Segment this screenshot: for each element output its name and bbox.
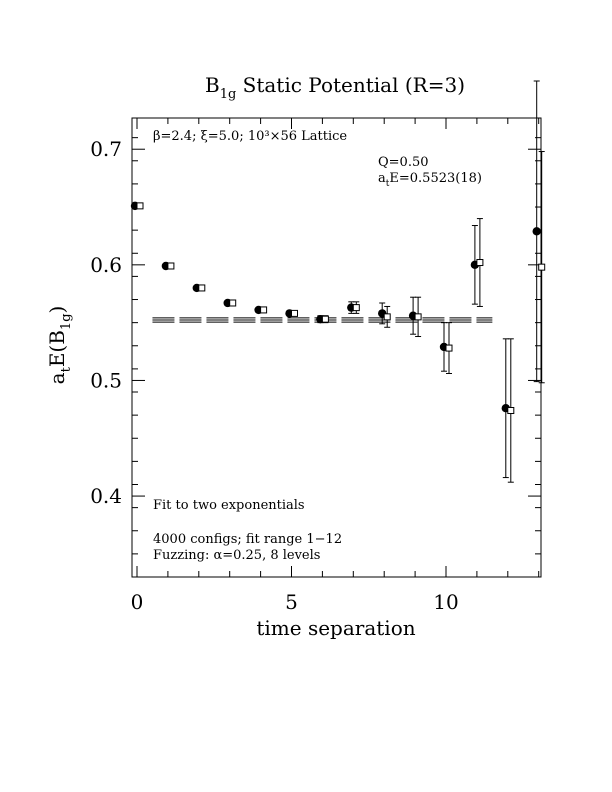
y-tick-label: 0.5 — [90, 368, 122, 392]
data-point-square — [260, 306, 268, 314]
y-axis-label-close: ) — [45, 306, 69, 314]
data-point-square — [538, 263, 546, 271]
annotation-energy: atE=0.5523(18) — [378, 171, 482, 189]
y-tick-label: 0.4 — [90, 484, 122, 508]
annotation-configs: 4000 configs; fit range 1−12 — [153, 532, 342, 547]
x-axis-label: time separation — [256, 616, 415, 640]
series-open-squares — [136, 151, 546, 483]
data-point-square — [445, 344, 453, 352]
annotation-fuzzing: Fuzzing: α=0.25, 8 levels — [153, 548, 320, 563]
data-point-square — [229, 299, 237, 307]
data-point-square — [321, 315, 329, 323]
y-axis-label-a: a — [45, 372, 69, 384]
annotation-fit-type: Fit to two exponentials — [153, 498, 305, 513]
data-point-circle — [532, 227, 541, 236]
y-axis-label-t: t — [59, 366, 74, 372]
y-axis-label-e: E(B — [45, 330, 69, 367]
annotation-lattice: β=2.4; ξ=5.0; 10³×56 Lattice — [153, 129, 347, 144]
data-point-square — [291, 309, 298, 317]
data-point-square — [414, 313, 422, 321]
y-axis-label-subscript: 1g — [59, 313, 74, 330]
data-point-square — [167, 262, 175, 270]
chart-title-main: B — [205, 73, 220, 97]
annotation-energy-t: t — [386, 179, 390, 189]
chart-title: B1g Static Potential (R=3) — [205, 73, 465, 102]
chart-title-rest: Static Potential (R=3) — [236, 73, 465, 97]
y-tick-label: 0.7 — [90, 137, 122, 161]
x-tick-label: 10 — [433, 590, 458, 614]
data-point-square — [136, 202, 144, 210]
data-point-square — [352, 304, 360, 312]
annotation-energy-rest: E=0.5523(18) — [389, 171, 482, 186]
plot-frame — [131, 117, 542, 578]
data-point-square — [198, 284, 206, 292]
annotation-q: Q=0.50 — [378, 155, 429, 170]
y-tick-label: 0.6 — [90, 253, 122, 277]
data-point-square — [476, 259, 484, 267]
axis-tick-labels: 0 5 10 0.4 0.5 0.6 0.7 — [90, 137, 459, 614]
data-series — [130, 80, 546, 483]
x-tick-label: 5 — [285, 590, 298, 614]
chart-title-subscript: 1g — [220, 87, 237, 102]
x-tick-label: 0 — [131, 590, 144, 614]
annotation-energy-a: a — [378, 171, 386, 186]
data-point-square — [507, 407, 515, 415]
data-point-square — [383, 313, 391, 321]
y-axis-label: atE(B1g) — [45, 306, 74, 385]
